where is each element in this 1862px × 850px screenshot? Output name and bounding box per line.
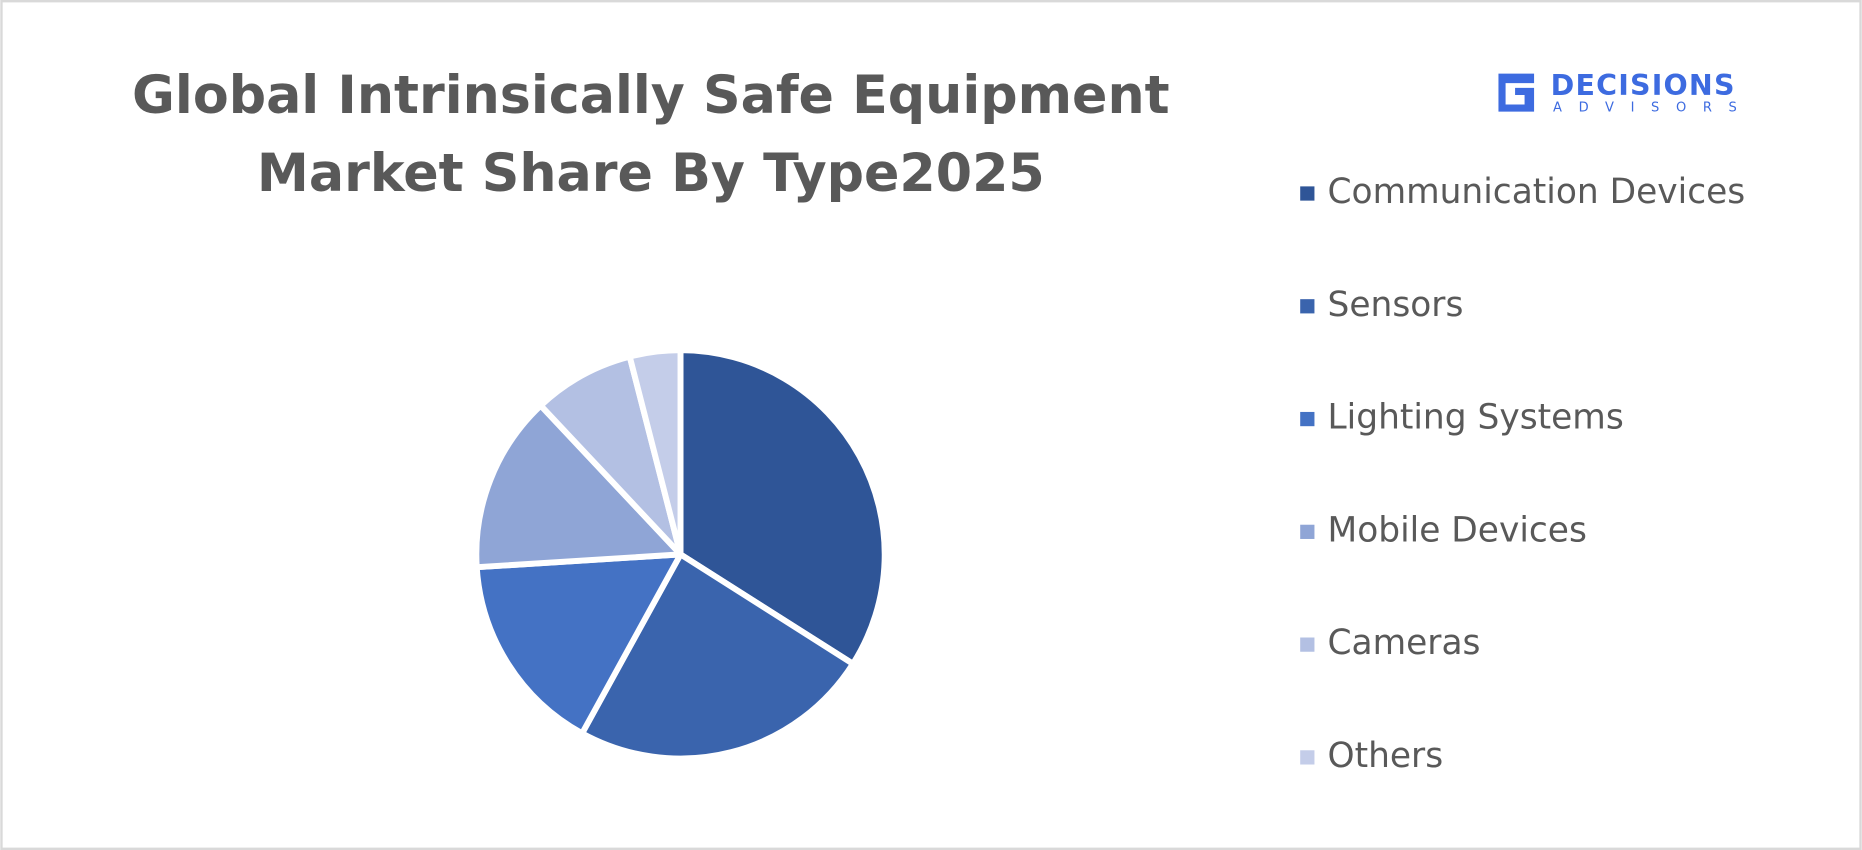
legend-swatch (1300, 637, 1315, 652)
legend-label: Sensors (1328, 285, 1464, 325)
legend-swatch (1300, 524, 1315, 539)
legend-swatch (1300, 411, 1315, 427)
legend-label: Cameras (1328, 623, 1481, 663)
legend-label: Others (1328, 736, 1444, 776)
legend-swatch (1300, 186, 1315, 201)
chart-title: Global Intrinsically Safe Equipment Marke… (132, 66, 1170, 204)
logo: DECISIONS ADVISORS (1498, 69, 1753, 116)
pie-slice (579, 551, 856, 762)
pie-slice (626, 347, 684, 558)
legend-swatch (1300, 750, 1315, 765)
legend-label: Communication Devices (1328, 172, 1746, 212)
logo-tagline: ADVISORS (1553, 101, 1753, 116)
legend-swatch (1300, 299, 1315, 314)
legend-label: Mobile Devices (1328, 510, 1587, 550)
logo-icon (1498, 73, 1535, 112)
legend-label: Lighting Systems (1328, 398, 1624, 438)
logo-name: DECISIONS (1551, 69, 1736, 102)
pie-slice (473, 402, 684, 571)
pie-slice (473, 551, 684, 737)
